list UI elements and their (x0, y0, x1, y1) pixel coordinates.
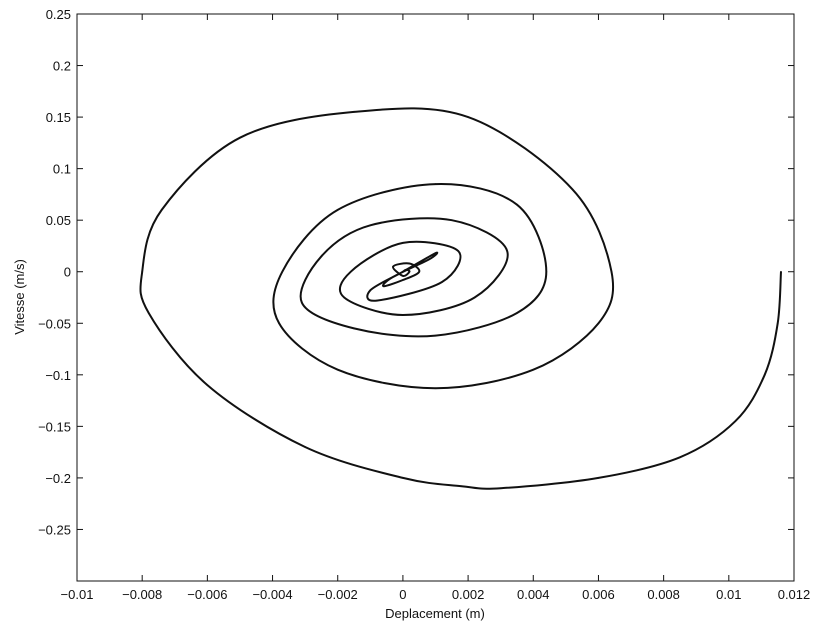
data-point (376, 299, 378, 302)
y-tick-label: 0 (64, 265, 71, 280)
data-point (336, 368, 339, 371)
data-point (506, 250, 509, 252)
data-point (434, 387, 437, 390)
data-point (571, 188, 574, 191)
data-point (402, 270, 404, 273)
y-axis-label: Vitesse (m/s) (12, 259, 27, 335)
data-point (516, 312, 518, 314)
data-point (679, 456, 681, 459)
data-point (763, 374, 766, 376)
data-point (408, 262, 411, 265)
data-point (434, 183, 437, 185)
y-tick-label: −0.05 (38, 316, 71, 331)
x-ticks: −0.01 −0.008 −0.006 −0.004 −0.002 0 0.002 0.004… (61, 14, 811, 602)
data-point (160, 209, 163, 211)
data-point (402, 314, 404, 316)
data-point (434, 334, 437, 337)
data-point (239, 136, 241, 139)
data-point (147, 312, 150, 314)
data-point (441, 281, 443, 283)
data-point (320, 255, 323, 258)
x-axis-label: Deplacement (m) (385, 606, 485, 621)
x-tick-label: 0.006 (582, 587, 615, 602)
data-point (776, 322, 779, 325)
series-line-0 (139, 107, 782, 490)
x-tick-label: 0.002 (452, 587, 485, 602)
data-point (457, 250, 460, 252)
data-point (434, 252, 437, 254)
series-layer (139, 107, 782, 490)
data-point (532, 368, 535, 371)
data-point (336, 209, 339, 211)
data-point (343, 296, 346, 299)
data-point (206, 384, 209, 386)
data-point (734, 420, 737, 423)
data-point (402, 279, 404, 281)
data-point (467, 116, 469, 118)
data-point (402, 242, 404, 244)
x-tick-label: 0.008 (647, 587, 680, 602)
x-tick-label: −0.002 (318, 587, 358, 602)
x-tick-label: −0.006 (187, 587, 227, 602)
x-tick-label: −0.004 (252, 587, 292, 602)
y-tick-label: −0.2 (45, 471, 71, 486)
data-point (369, 224, 372, 227)
x-tick-label: 0.004 (517, 587, 550, 602)
y-tick-label: 0.15 (46, 110, 71, 125)
data-point (499, 487, 502, 490)
y-ticks: −0.25 −0.2 −0.15 −0.1 −0.05 0 0.05 0.1 0.15 0.2 0.… (38, 7, 794, 537)
data-point (450, 219, 453, 221)
data-point (353, 327, 355, 330)
x-tick-label: −0.008 (122, 587, 162, 602)
data-point (597, 477, 600, 479)
data-point (278, 322, 280, 325)
y-tick-label: 0.25 (46, 7, 71, 22)
data-point (780, 270, 782, 273)
y-tick-label: −0.1 (45, 368, 71, 383)
data-point (301, 301, 303, 304)
data-point (405, 268, 407, 271)
data-point (281, 270, 284, 273)
data-point (382, 285, 385, 287)
data-point (402, 275, 404, 277)
data-point (473, 296, 476, 299)
x-tick-label: 0.01 (716, 587, 741, 602)
data-point (402, 477, 404, 479)
data-point (545, 270, 548, 273)
data-point (369, 289, 372, 292)
x-tick-label: −0.01 (61, 587, 94, 602)
y-tick-label: −0.25 (38, 522, 71, 537)
data-point (418, 270, 421, 273)
data-point (408, 270, 411, 273)
data-point (304, 446, 306, 448)
x-tick-label: 0.012 (778, 587, 811, 602)
data-point (516, 203, 518, 206)
data-point (597, 322, 600, 325)
data-point (610, 270, 613, 273)
y-tick-label: −0.15 (38, 419, 71, 434)
data-point (460, 485, 463, 487)
plot-frame (76, 13, 795, 582)
x-tick-label: 0 (399, 587, 406, 602)
data-point (392, 265, 394, 268)
y-tick-label: 0.2 (53, 59, 71, 74)
data-point (428, 258, 430, 261)
y-tick-label: 0.1 (53, 162, 71, 177)
data-point (392, 276, 394, 278)
data-point (353, 111, 355, 113)
data-point (141, 270, 143, 273)
data-point (349, 270, 352, 273)
y-tick-label: 0.05 (46, 213, 71, 228)
